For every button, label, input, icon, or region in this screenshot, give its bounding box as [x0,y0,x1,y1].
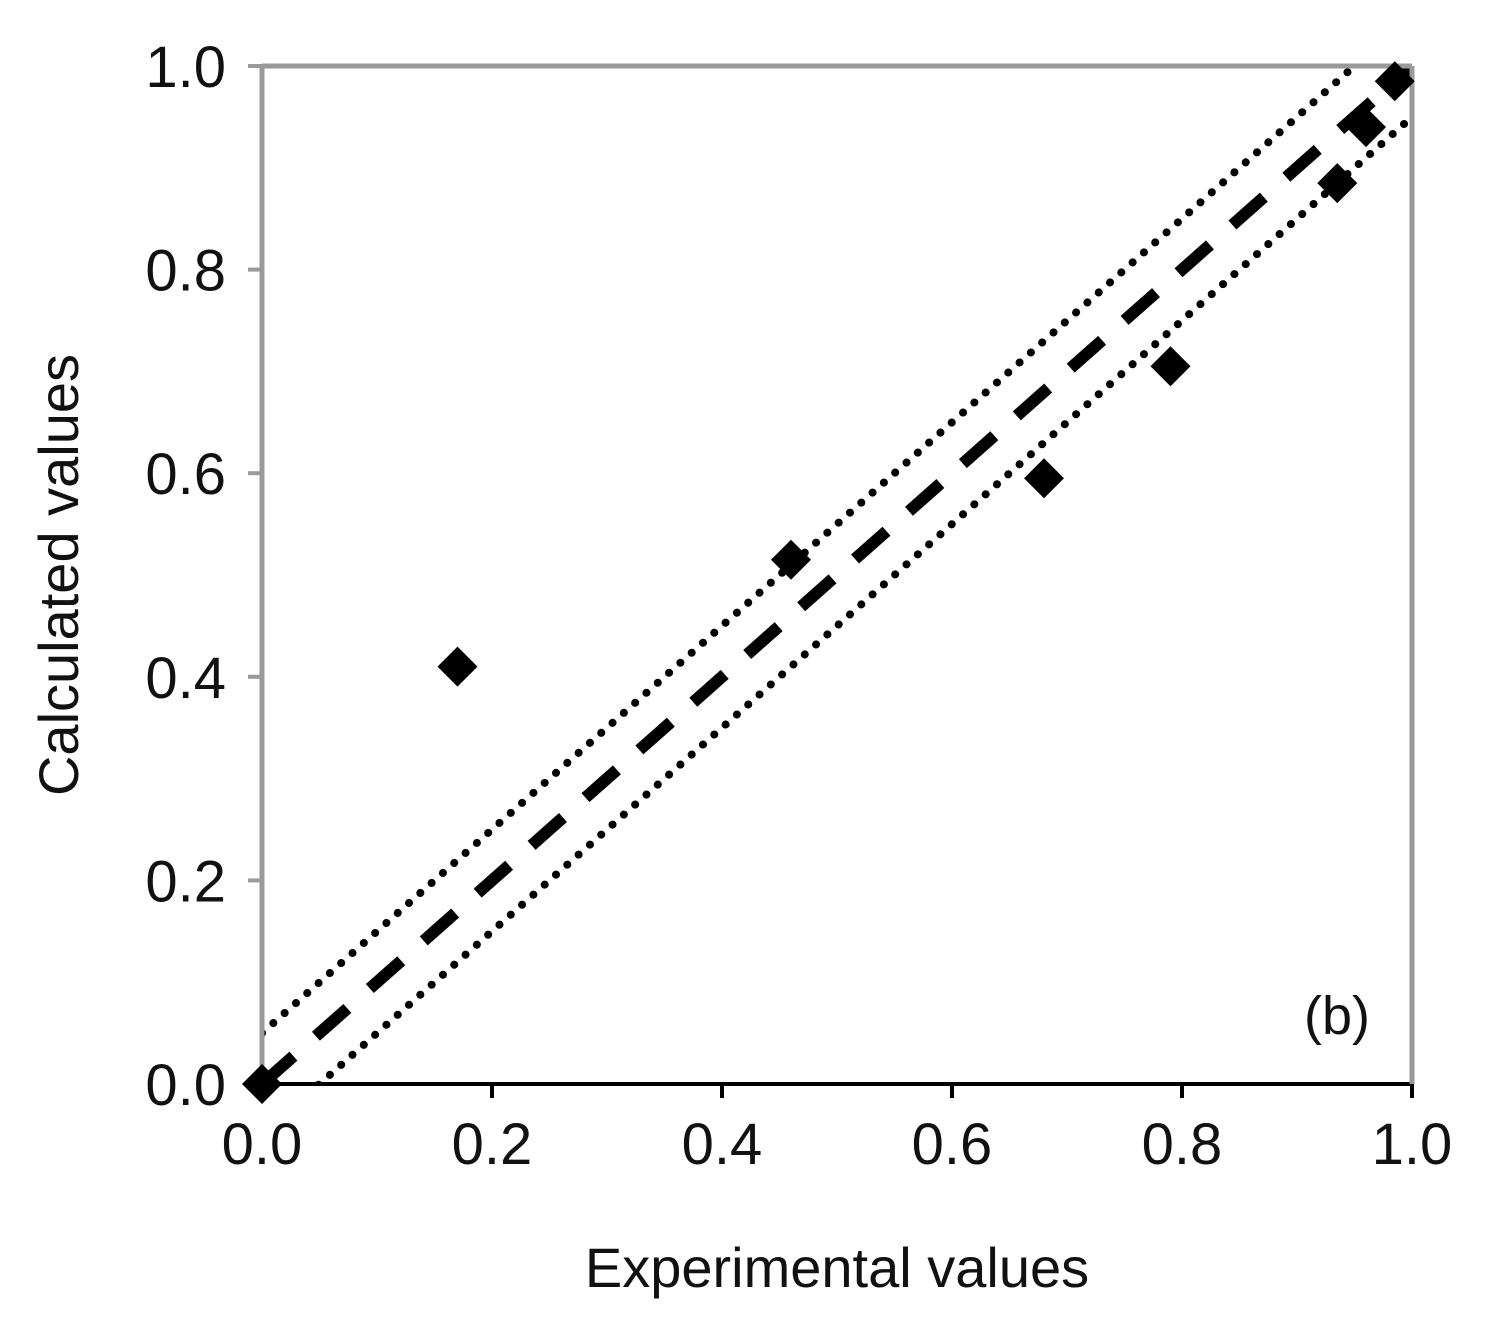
axis-ticks: 0.0 0.2 0.4 0.6 0.8 1.0 0.0 0.2 0.4 0.6 0.8 1.0 [145,35,1452,1177]
y-tick-label: 0.8 [145,239,226,304]
data-points [242,61,1415,1104]
reference-lines [262,66,1412,1084]
data-point [242,1064,282,1104]
upper-dotted-bound-line [262,66,1361,1038]
y-tick-label: 0.4 [145,646,226,711]
y-axis-title: Calculated values [27,354,90,796]
lower-dotted-bound-line [313,112,1412,1084]
x-tick-label: 0.6 [912,1112,993,1177]
x-tick-label: 0.2 [452,1112,533,1177]
one-to-one-dashed-line [262,66,1412,1084]
y-tick-label: 0.0 [145,1053,226,1118]
y-tick-label: 1.0 [145,35,226,100]
x-tick-label: 1.0 [1372,1112,1453,1177]
x-tick-label: 0.4 [682,1112,763,1177]
data-point [771,539,811,580]
x-tick-label: 0.8 [1142,1112,1223,1177]
y-tick-label: 0.2 [145,849,226,914]
data-point [1346,107,1386,148]
plot-frame [259,63,1415,1086]
data-point [437,646,478,687]
data-point [1150,346,1191,387]
data-point [1024,458,1064,499]
x-axis-title: Experimental values [585,1236,1089,1299]
panel-label: (b) [1304,986,1370,1046]
data-point [1317,163,1358,204]
x-tick-label: 0.0 [222,1112,303,1177]
y-tick-label: 0.6 [145,442,226,507]
data-point [1374,61,1415,102]
